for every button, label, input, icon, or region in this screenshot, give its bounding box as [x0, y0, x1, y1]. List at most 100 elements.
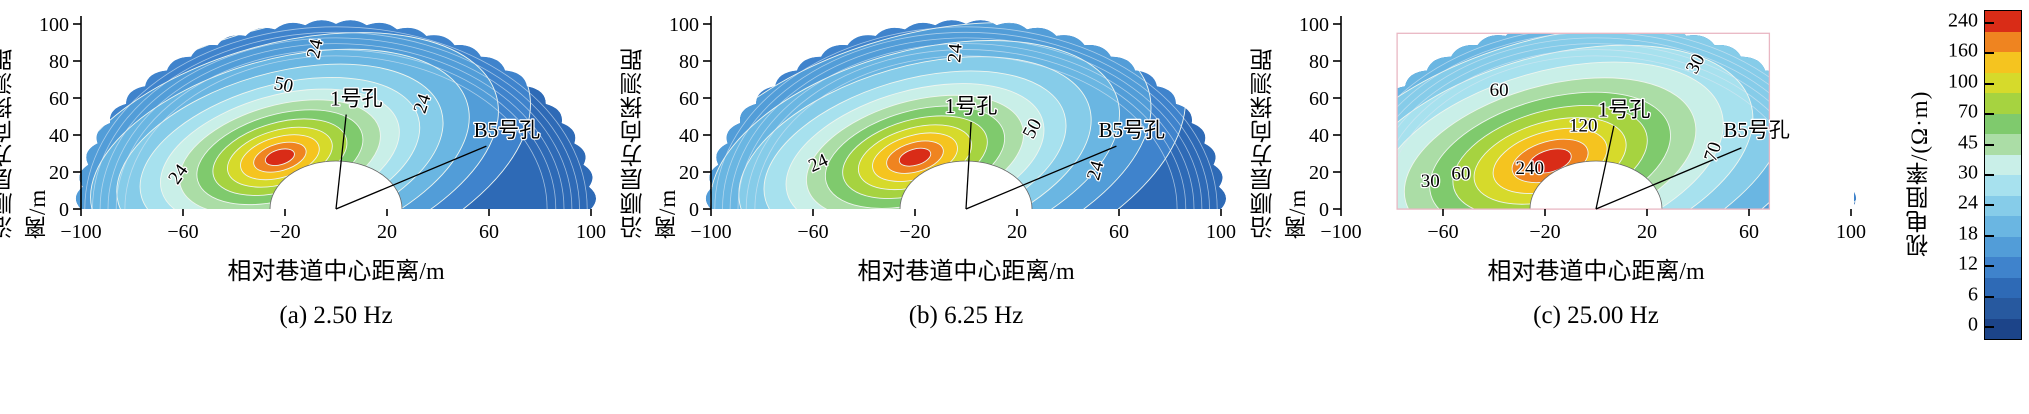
x-tick-label: −20 [899, 221, 930, 243]
colorbar-tick-mark [1985, 326, 1994, 328]
contour-value-label: 1号孔 [330, 86, 383, 110]
colorbar-segment [1985, 113, 2021, 134]
x-tick-label: 20 [1637, 221, 1657, 243]
y-tick-label: 60 [49, 88, 69, 110]
y-tick-label: 0 [59, 199, 69, 221]
colorbar-segment [1985, 298, 2021, 319]
rim-contour-line [99, 37, 573, 209]
contour-value-label: 1号孔 [945, 94, 998, 118]
x-tick-label: −20 [1529, 221, 1560, 243]
borehole-line [965, 145, 1117, 210]
subplot-caption-c: (c) 25.00 Hz [1533, 302, 1659, 329]
colorbar-label: 视电阻率/(Ω·m) [1907, 90, 1932, 258]
y-tick-label: 40 [49, 125, 69, 147]
x-axis-label: 相对巷道中心距离/m [227, 259, 445, 285]
colorbar-segment [1985, 72, 2021, 93]
x-tick-label: 60 [1109, 221, 1129, 243]
y-tick-label: 100 [39, 14, 69, 36]
panel-a: 沿顺层方向探测距离/m 0 20 40 60 80 100 −100 −60 −20 20 60 10… [0, 4, 636, 330]
contour-value-label: 24 [944, 42, 967, 63]
colorbar-tick-label: 6 [1968, 282, 1978, 305]
contour-band [1528, 148, 1572, 174]
colorbar-segment [1985, 236, 2021, 257]
colorbar-segment [1985, 277, 2021, 298]
y-tick-label: 100 [1299, 14, 1329, 36]
x-tick-label: −60 [167, 221, 198, 243]
annotation-label: B5号孔 [1723, 118, 1790, 142]
roadway-notch [899, 160, 1033, 209]
annotation-label: B5号孔 [1099, 118, 1166, 142]
colorbar-segment [1985, 93, 2021, 114]
rim-contour-line [84, 26, 588, 209]
colorbar-gradient [1984, 10, 2022, 340]
clip-mask-top [1397, 10, 1770, 34]
x-tick-label: −100 [1320, 221, 1361, 243]
y-tick-label: 40 [679, 125, 699, 147]
x-tick-label: 60 [1739, 221, 1759, 243]
panel-c: 沿顺层方向探测距离/m 0 20 40 60 80 100 −100 −60 −20 20 60 10… [1251, 4, 1896, 330]
rim-contour-line [124, 55, 548, 209]
y-tick-label: 80 [49, 51, 69, 73]
y-tick-label: 0 [689, 199, 699, 221]
y-tick-label: 80 [1309, 51, 1329, 73]
x-tick-label: −100 [690, 221, 731, 243]
colorbar-tick-label: 45 [1958, 130, 1978, 153]
colorbar-segment [1985, 257, 2021, 278]
colorbar: 视电阻率/(Ω·m) 240 160 100 70 45 30 24 18 12 6 0 [1906, 4, 2022, 344]
y-axis-label: 沿顺层方向探测距离/m [1251, 47, 1310, 239]
colorbar-tick-mark [1985, 295, 1994, 298]
y-tick-label: 0 [1319, 199, 1329, 221]
rim-contour-line [92, 31, 580, 209]
x-tick-label: 100 [1206, 221, 1236, 243]
y-tick-label: 20 [679, 162, 699, 184]
figure-root: 沿顺层方向探测距离/m 0 20 40 60 80 100 −100 −60 −20 20 60 10… [0, 4, 2022, 344]
x-axis-label: 相对巷道中心距离/m [857, 259, 1075, 285]
contour-fan [75, 20, 597, 209]
colorbar-tick-mark [1985, 52, 1994, 55]
colorbar-tick-mark [1985, 113, 1994, 116]
colorbar-tick-mark [1985, 204, 1994, 207]
colorbar-tick-label: 70 [1958, 100, 1978, 123]
x-tick-label: 100 [1836, 221, 1866, 243]
annotation-label: B5号孔 [474, 118, 541, 142]
rim-contour-line [722, 31, 1210, 209]
roadway-notch [1529, 160, 1663, 209]
colorbar-segment [1985, 31, 2021, 52]
x-tick-label: −60 [1427, 221, 1458, 243]
rim-contour-line [729, 37, 1203, 209]
contour-band [264, 148, 295, 166]
contour-value-label: 60 [1490, 80, 1509, 101]
clip-mask-right [1769, 10, 1854, 209]
x-axis-label: 相对巷道中心距离/m [1487, 259, 1705, 285]
rim-contour-line [714, 26, 1218, 209]
roadway-notch [269, 160, 403, 209]
colorbar-tick-label: 30 [1958, 161, 1978, 184]
colorbar-tick-mark [1985, 174, 1994, 176]
contour-fan [705, 20, 1227, 209]
contour-value-label: 60 [1451, 163, 1470, 184]
y-tick-label: 20 [49, 162, 69, 184]
y-tick-label: 40 [1309, 125, 1329, 147]
y-tick-label: 60 [679, 88, 699, 110]
colorbar-tick-mark [1985, 265, 1994, 268]
borehole-line [335, 114, 347, 210]
x-tick-label: 20 [377, 221, 397, 243]
subplot-caption-b: (b) 6.25 Hz [908, 302, 1024, 329]
colorbar-segment [1985, 154, 2021, 175]
colorbar-segment [1985, 11, 2021, 32]
contour-value-label: 30 [1421, 171, 1440, 192]
colorbar-tick-label: 18 [1958, 222, 1978, 245]
borehole-line [1595, 125, 1615, 210]
subplot-caption-a: (a) 2.50 Hz [279, 302, 393, 329]
colorbar-tick-mark [1985, 82, 1994, 85]
plot-frame [1396, 32, 1771, 210]
colorbar-tick-mark [1985, 22, 1994, 24]
rim-contour-line [115, 49, 557, 209]
x-tick-label: −100 [60, 221, 101, 243]
rim-contour-line [107, 43, 565, 209]
borehole-line [1595, 147, 1742, 210]
rim-contour-line [745, 49, 1187, 209]
